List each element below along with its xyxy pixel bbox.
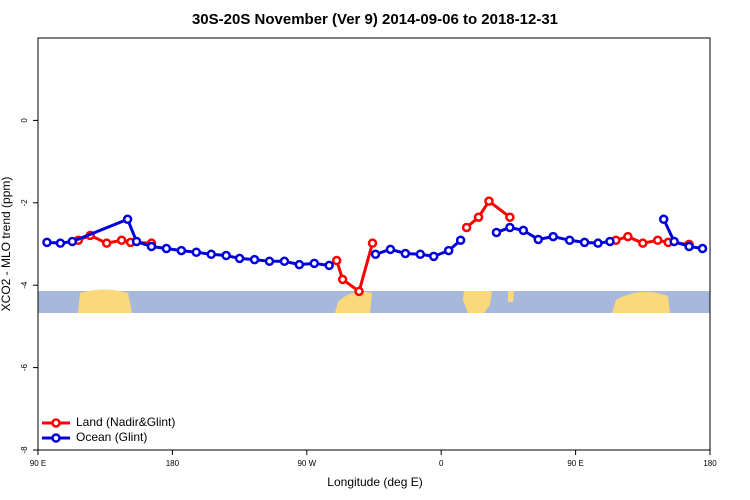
data-point xyxy=(116,235,127,246)
data-point xyxy=(294,259,305,270)
x-tick-label: 0 xyxy=(439,459,444,468)
data-point xyxy=(309,258,320,269)
data-point xyxy=(249,254,260,265)
x-tick-label: 180 xyxy=(166,459,180,468)
data-point xyxy=(605,236,615,247)
x-tick-label: 180 xyxy=(703,459,717,468)
y-tick-label: -2 xyxy=(20,199,29,207)
data-point xyxy=(593,238,603,248)
data-point xyxy=(279,256,290,267)
data-point xyxy=(443,245,454,256)
data-point xyxy=(623,231,633,242)
y-tick-label: 0 xyxy=(20,118,29,123)
data-point xyxy=(385,244,396,255)
data-point xyxy=(176,245,187,256)
data-point xyxy=(684,241,694,252)
data-point xyxy=(206,249,216,260)
data-point xyxy=(221,250,231,261)
data-point xyxy=(461,222,472,233)
data-point xyxy=(367,238,378,248)
data-point xyxy=(234,253,245,264)
data-point xyxy=(370,249,381,260)
data-point xyxy=(146,241,157,252)
series-line xyxy=(77,198,690,294)
data-point xyxy=(579,237,590,248)
data-point xyxy=(101,238,112,248)
data-point xyxy=(473,212,484,222)
data-point xyxy=(337,274,348,285)
data-point xyxy=(564,235,575,246)
data-point xyxy=(67,236,78,247)
data-point xyxy=(264,256,275,267)
data-point xyxy=(42,237,52,248)
plot-frame xyxy=(37,37,711,451)
y-tick-label: -4 xyxy=(20,281,29,289)
data-point xyxy=(518,225,529,236)
data-point xyxy=(669,236,679,247)
data-point xyxy=(505,212,515,222)
data-point xyxy=(131,236,142,247)
data-point xyxy=(354,286,364,297)
data-point xyxy=(55,238,66,248)
data-point xyxy=(122,214,133,225)
data-point xyxy=(428,251,439,262)
legend-label: Land (Nadir&Glint) xyxy=(76,415,175,429)
data-point xyxy=(491,227,502,238)
data-point xyxy=(652,235,663,246)
data-point xyxy=(638,238,648,248)
data-point xyxy=(548,231,558,242)
data-point xyxy=(161,243,172,254)
data-point xyxy=(324,260,334,271)
map-strip xyxy=(38,289,710,313)
data-point xyxy=(533,234,544,245)
legend-marker xyxy=(51,418,61,428)
x-tick-label: 90 W xyxy=(297,459,316,468)
data-point xyxy=(484,196,494,206)
data-point xyxy=(505,222,515,233)
data-point xyxy=(697,243,708,254)
x-tick-label: 90 E xyxy=(30,459,46,468)
x-tick-label: 90 E xyxy=(567,459,583,468)
data-point xyxy=(191,247,202,257)
legend-marker xyxy=(51,433,61,443)
y-axis-label: XCO2 - MLO trend (ppm) xyxy=(0,177,13,312)
data-point xyxy=(658,214,669,225)
legend-label: Ocean (Glint) xyxy=(76,430,147,444)
data-point xyxy=(400,248,411,259)
data-point xyxy=(331,255,342,266)
y-tick-label: -8 xyxy=(20,446,29,454)
data-point xyxy=(455,235,466,246)
chart-title: 30S-20S November (Ver 9) 2014-09-06 to 2… xyxy=(192,11,558,28)
y-tick-label: -6 xyxy=(20,363,29,371)
data-point xyxy=(415,249,426,260)
x-axis-label: Longitude (deg E) xyxy=(327,475,422,489)
